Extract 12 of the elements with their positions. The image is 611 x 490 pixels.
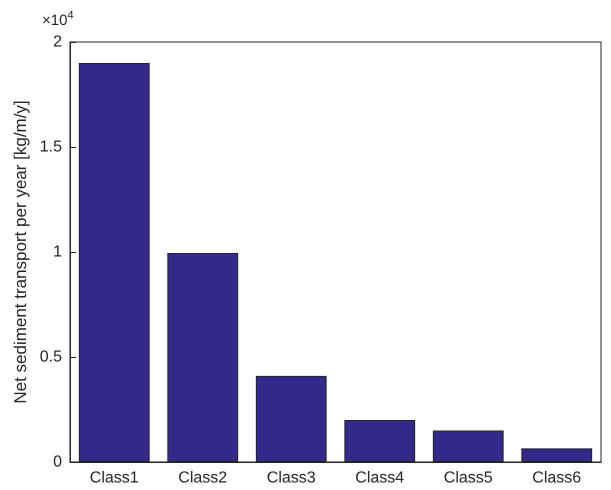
y-axis-title: Net sediment transport per year [kg/m/y] xyxy=(10,100,30,404)
y-tick-label: 2 xyxy=(53,34,62,50)
x-tick-label: Class5 xyxy=(444,470,493,486)
y-tick-label: 0.5 xyxy=(40,348,62,366)
y-tick-label: 1.5 xyxy=(40,138,62,156)
x-tick-label: Class6 xyxy=(532,470,582,486)
x-tick-label: Class1 xyxy=(90,470,139,486)
x-tick-label: Class4 xyxy=(355,470,404,486)
y-tick-label: 1 xyxy=(53,244,62,260)
x-tick-label: Class2 xyxy=(178,470,228,486)
y-tick-label: 0 xyxy=(53,454,62,470)
x-tick-label: Class3 xyxy=(266,470,316,486)
